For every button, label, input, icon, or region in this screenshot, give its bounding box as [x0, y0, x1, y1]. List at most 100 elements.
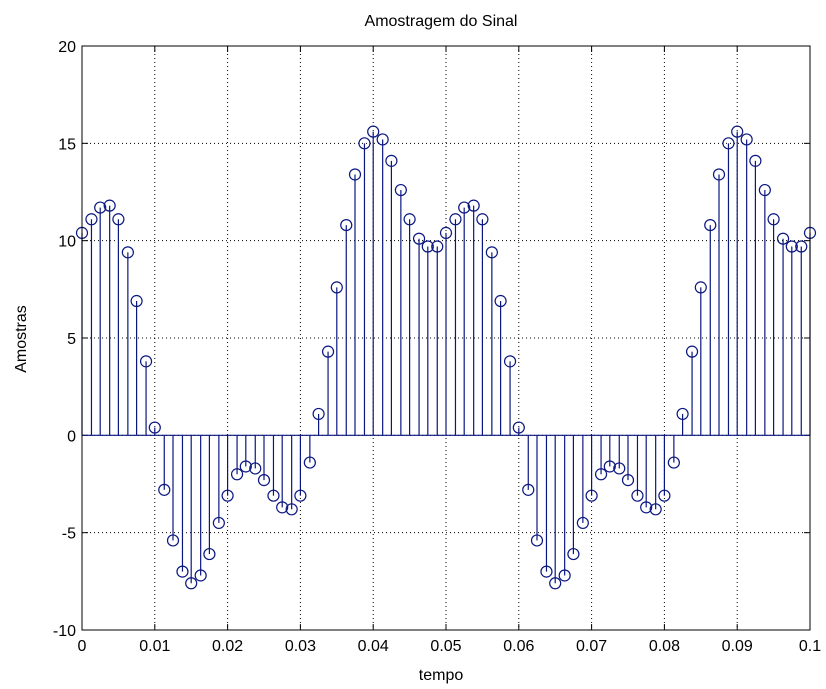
y-axis-label: Amostras	[13, 305, 30, 373]
stem-marker	[330, 281, 343, 294]
stem-marker	[439, 226, 453, 239]
x-tick-label: 0.06	[503, 638, 534, 655]
stem-marker	[567, 547, 580, 561]
stem-marker	[148, 421, 161, 434]
x-tick-label: 0.07	[576, 638, 607, 655]
stem-marker	[522, 483, 535, 496]
stem-marker	[431, 240, 444, 253]
stem-marker	[321, 345, 335, 358]
stem-marker	[112, 213, 125, 226]
stem-marker	[722, 137, 735, 150]
ticks: 0 0.01 0.02 0.03 0.04 0.05 0.06 0.07 0.08 0.09 0.1…	[53, 39, 821, 655]
stem-marker	[367, 125, 380, 138]
stem-marker	[239, 460, 252, 473]
x-tick-label: 0.01	[139, 638, 170, 655]
stem-marker	[340, 218, 353, 232]
stem-marker	[731, 125, 744, 138]
y-tick-label: 10	[58, 234, 76, 251]
stem-marker	[503, 355, 517, 368]
stem-marker	[494, 294, 507, 308]
stem-marker	[303, 456, 316, 469]
stem-marker	[613, 462, 626, 475]
stem-marker	[94, 201, 107, 214]
stem-marker	[530, 534, 544, 547]
stem-marker	[594, 468, 608, 481]
stem-marker	[776, 232, 790, 245]
markers	[75, 125, 817, 590]
stem-marker	[667, 456, 680, 469]
stem-marker	[585, 489, 598, 502]
y-tick-label: 0	[67, 428, 76, 445]
stem-marker	[221, 489, 234, 502]
stem-marker	[267, 489, 280, 502]
x-tick-label: 0.1	[799, 638, 821, 655]
stem-marker	[212, 516, 225, 530]
stem-marker	[294, 489, 307, 502]
chart-title: Amostragem do Sinal	[365, 13, 518, 30]
x-tick-label: 0.02	[212, 638, 243, 655]
y-tick-label: 20	[58, 39, 76, 56]
stem-marker	[394, 183, 407, 197]
stem-marker	[631, 489, 644, 502]
stem-marker	[685, 345, 699, 358]
stem-marker	[458, 201, 471, 214]
stem-marker	[358, 137, 371, 150]
stem-marker	[249, 462, 262, 475]
stem-marker	[512, 421, 525, 434]
stem-marker	[276, 501, 289, 514]
stem-marker	[676, 407, 689, 421]
stem-marker	[649, 503, 662, 516]
stem-marker	[640, 501, 653, 514]
stem-marker	[704, 218, 717, 232]
x-tick-label: 0	[78, 638, 87, 655]
stem-marker	[139, 355, 153, 368]
stem-marker	[257, 474, 271, 487]
stem-marker	[85, 213, 98, 226]
stem-marker	[312, 407, 325, 421]
stem-marker	[185, 577, 198, 590]
stem-marker	[795, 240, 808, 253]
stem-marker	[467, 199, 480, 212]
stem-marker	[130, 294, 143, 308]
stem-marker	[176, 565, 189, 578]
stem-marker	[194, 569, 207, 582]
stem-marker	[658, 489, 671, 502]
stem-marker	[694, 281, 707, 294]
x-tick-label: 0.08	[649, 638, 680, 655]
stem-marker	[740, 133, 753, 146]
stem-marker	[285, 503, 298, 516]
stem-marker	[558, 569, 571, 582]
stem-marker	[540, 565, 553, 578]
stem-marker	[203, 547, 216, 561]
stem-marker	[749, 154, 762, 167]
stem-marker	[158, 483, 171, 496]
stem-marker	[166, 534, 180, 547]
stem-marker	[449, 213, 462, 226]
stems	[81, 131, 811, 584]
y-tick-label: -10	[53, 623, 76, 640]
stem-marker	[121, 246, 134, 259]
stem-marker	[785, 240, 798, 253]
stem-marker	[758, 183, 771, 197]
stem-marker	[230, 468, 244, 481]
plot-frame	[81, 45, 811, 631]
stem-marker	[348, 168, 362, 181]
stem-marker	[485, 246, 498, 259]
x-axis-label: tempo	[419, 667, 464, 684]
y-tick-label: 5	[67, 331, 76, 348]
stem-marker	[376, 133, 389, 146]
stem-marker	[103, 199, 116, 212]
y-tick-label: 15	[58, 136, 76, 153]
stem-marker	[712, 168, 726, 181]
stem-marker	[621, 474, 635, 487]
x-tick-label: 0.04	[358, 638, 389, 655]
stem-marker	[412, 232, 426, 245]
y-tick-label: -5	[62, 526, 76, 543]
stem-marker	[549, 577, 562, 590]
stem-marker	[385, 154, 398, 167]
stem-marker	[767, 213, 780, 226]
stem-marker	[603, 460, 616, 473]
x-tick-label: 0.09	[722, 638, 753, 655]
stem-marker	[476, 213, 489, 226]
